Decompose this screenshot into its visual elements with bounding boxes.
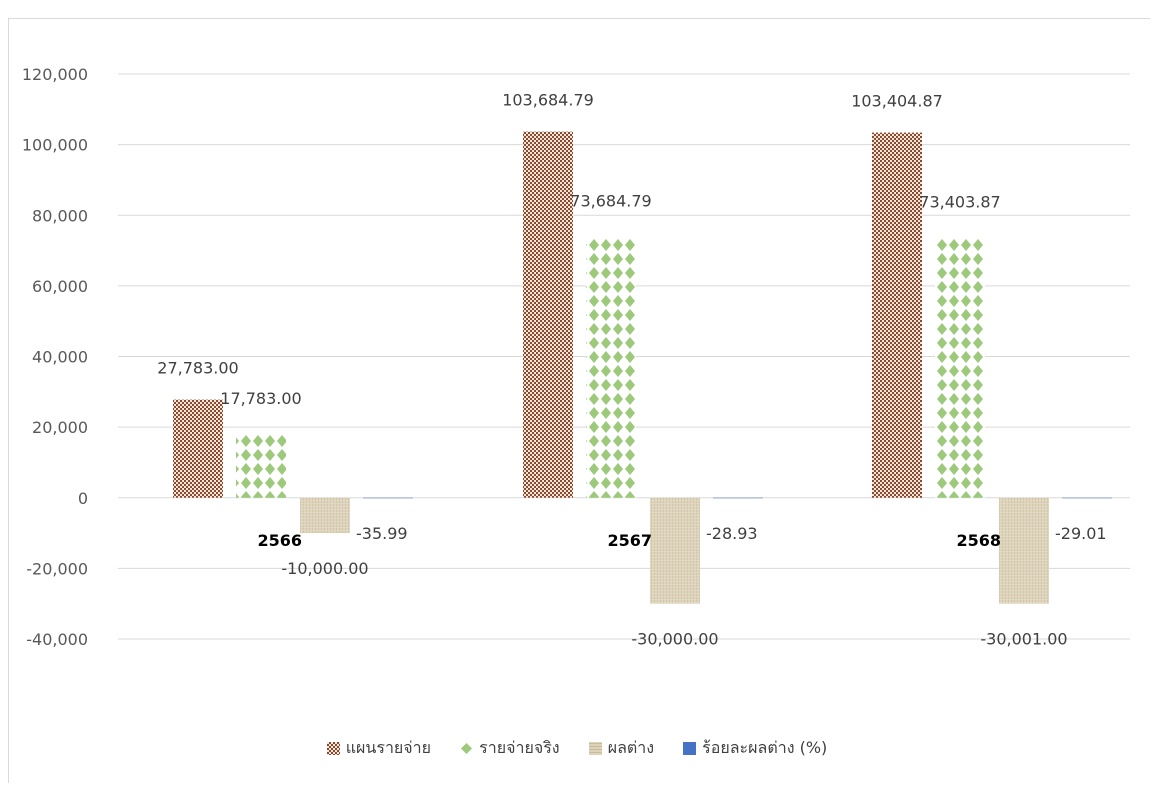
category-labels: 2566 2567 2568 bbox=[257, 531, 1001, 550]
legend-label-actual: รายจ่ายจริง bbox=[479, 738, 560, 757]
legend-label-difference: ผลต่าง bbox=[607, 738, 655, 757]
data-labels: 27,783.00 103,684.79 103,404.87 17,783.00 73… bbox=[157, 91, 1106, 649]
bar bbox=[173, 399, 223, 498]
bar bbox=[935, 238, 985, 498]
bar bbox=[586, 237, 636, 498]
legend-label-percent: ร้อยละผลต่าง (%) bbox=[702, 738, 828, 757]
y-tick-label: 40,000 bbox=[32, 348, 88, 367]
y-tick-label: -20,000 bbox=[26, 559, 88, 578]
chart-frame bbox=[8, 18, 1150, 783]
data-label: 103,684.79 bbox=[502, 91, 594, 110]
y-tick-label: 80,000 bbox=[32, 206, 88, 225]
bar bbox=[363, 497, 413, 499]
legend-swatch-difference bbox=[588, 742, 602, 755]
y-tick-label: 20,000 bbox=[32, 418, 88, 437]
category-label: 2567 bbox=[607, 531, 652, 550]
legend-swatch-percent bbox=[683, 742, 697, 755]
bar bbox=[713, 497, 763, 499]
bar bbox=[999, 497, 1049, 604]
data-label: 27,783.00 bbox=[157, 359, 238, 378]
y-tick-label: -40,000 bbox=[26, 630, 88, 649]
legend-item-difference: ผลต่าง bbox=[588, 736, 655, 761]
data-label: -35.99 bbox=[356, 524, 408, 543]
legend-diamond-icon bbox=[461, 743, 473, 754]
legend-item-actual: รายจ่ายจริง bbox=[460, 736, 560, 761]
category-label: 2568 bbox=[956, 531, 1001, 550]
bar bbox=[523, 131, 573, 498]
bar bbox=[236, 434, 286, 498]
y-tick-label: 100,000 bbox=[22, 136, 88, 155]
legend: แผนรายจ่าย รายจ่ายจริง ผลต่าง ร้อยละผลต่… bbox=[0, 736, 1154, 761]
data-label: 17,783.00 bbox=[220, 389, 301, 408]
legend-swatch-actual bbox=[460, 742, 474, 755]
data-label: -10,000.00 bbox=[281, 559, 368, 578]
data-label: -30,001.00 bbox=[980, 630, 1067, 649]
legend-item-plan: แผนรายจ่าย bbox=[326, 736, 432, 761]
y-tick-label: 0 bbox=[78, 489, 88, 508]
y-tick-label: 60,000 bbox=[32, 277, 88, 296]
data-label: -28.93 bbox=[706, 524, 758, 543]
y-tick-label: 120,000 bbox=[22, 65, 88, 84]
bar bbox=[1062, 497, 1112, 499]
data-label: 73,403.87 bbox=[919, 193, 1000, 212]
data-label: 73,684.79 bbox=[570, 192, 651, 211]
bar bbox=[300, 497, 350, 534]
bars bbox=[173, 131, 1112, 604]
bar bbox=[872, 132, 922, 498]
data-label: -30,000.00 bbox=[631, 630, 718, 649]
legend-label-plan: แผนรายจ่าย bbox=[345, 738, 432, 757]
category-label: 2566 bbox=[257, 531, 302, 550]
legend-item-percent: ร้อยละผลต่าง (%) bbox=[683, 736, 827, 761]
y-axis-tick-labels: 120,000 100,000 80,000 60,000 40,000 20,000 0 -… bbox=[22, 65, 88, 649]
legend-swatch-plan bbox=[326, 742, 340, 755]
data-label: 103,404.87 bbox=[851, 92, 943, 111]
bar bbox=[650, 497, 700, 604]
data-label: -29.01 bbox=[1055, 524, 1107, 543]
